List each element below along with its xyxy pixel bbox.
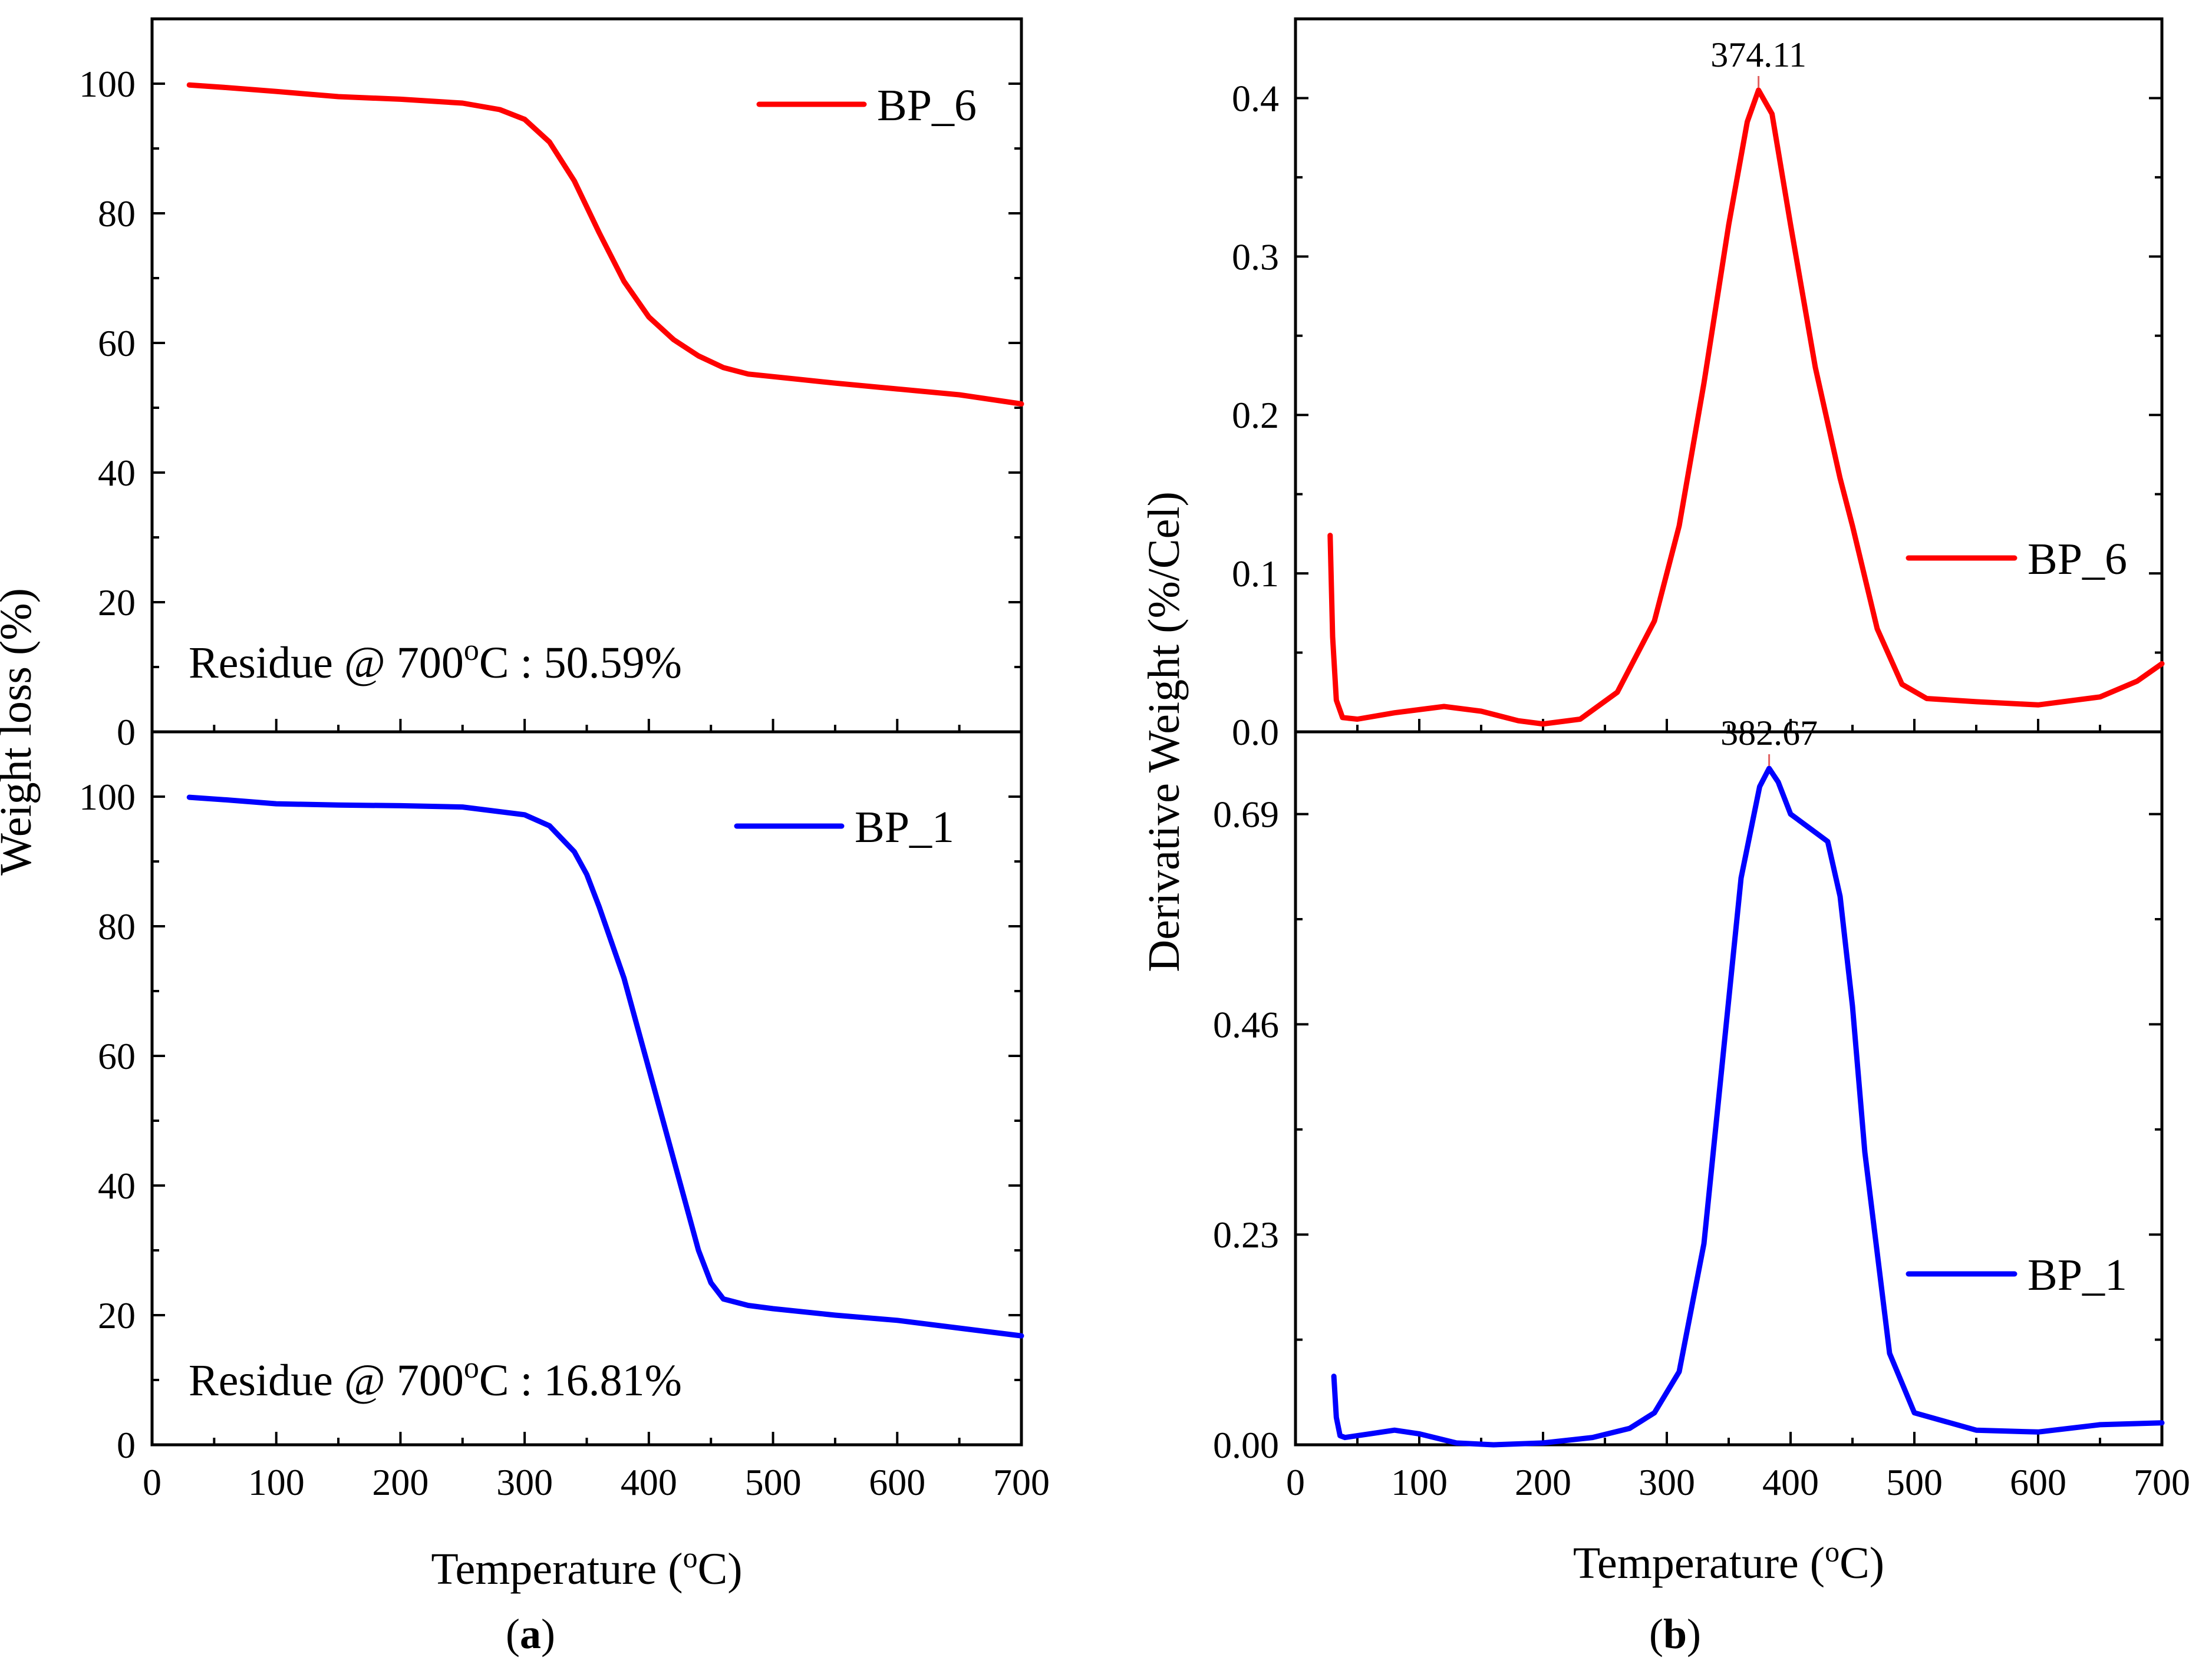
tga-xtick-label: 300 — [496, 1461, 553, 1503]
panel-paren-close: ) — [541, 1610, 555, 1658]
xlabel-end: C) — [698, 1544, 743, 1594]
ytick-label: 0.00 — [1213, 1424, 1279, 1466]
xlabel-sup: o — [1825, 1535, 1840, 1568]
xlabel-end: C) — [1840, 1538, 1884, 1588]
tga-subplot-top: 0 20 40 60 80 100 BP_6 Residue @ 700oC : 50.59% — [79, 63, 1024, 753]
tga-xtick-label: 100 — [248, 1461, 305, 1503]
dtg-xtick-label: 600 — [2010, 1461, 2066, 1503]
dtg-xtick-label: 400 — [1762, 1461, 1819, 1503]
dtg-xtick-label: 100 — [1391, 1461, 1448, 1503]
xlabel-sup: o — [683, 1541, 698, 1574]
panel-paren-open: ( — [1649, 1610, 1663, 1658]
ytick-label: 0.4 — [1232, 77, 1279, 119]
residue-annotation: Residue @ 700oC : 16.81% — [189, 1351, 682, 1405]
dtg-xtick-label: 700 — [2134, 1461, 2190, 1503]
ytick-label: 40 — [98, 452, 136, 494]
ytick-label: 0.3 — [1232, 236, 1279, 278]
tga-ylabel: Weight loss (%) — [0, 588, 41, 876]
tga-subplot-bottom: 0 20 40 60 80 100 BP_1 Residue @ 700oC : 16.81% — [79, 776, 1024, 1466]
ytick-label: 60 — [98, 322, 136, 364]
ytick-label: 80 — [98, 906, 136, 947]
legend-label: BP_1 — [855, 803, 954, 852]
ytick-label: 20 — [98, 582, 136, 623]
residue-end: C : 50.59% — [479, 638, 682, 688]
ytick-label: 100 — [79, 63, 136, 105]
residue-annotation: Residue @ 700oC : 50.59% — [189, 633, 682, 688]
ytick-label: 0.46 — [1213, 1003, 1279, 1045]
tga-xtick-label: 700 — [993, 1461, 1050, 1503]
residue-main: Residue @ 700 — [189, 1356, 464, 1405]
ytick-label: 40 — [98, 1165, 136, 1207]
xlabel-main: Temperature ( — [431, 1544, 683, 1594]
panel-letter: a — [520, 1610, 541, 1658]
peak-label: 374.11 — [1710, 35, 1806, 74]
ytick-label: 0.0 — [1232, 711, 1279, 753]
dtg-panel-label: (b) — [1649, 1610, 1701, 1658]
tga-panel-label: (a) — [506, 1610, 555, 1658]
series-bp_1 — [186, 794, 1024, 1339]
dtg-ylabel: Derivative Weight (%/Cel) — [1139, 491, 1189, 972]
series-bp_1 — [1331, 765, 2165, 1448]
dtg-chart: 0 100 200 300 400 500 600 700 Temperature (oC) De… — [1139, 17, 2190, 1658]
tga-xtick-label: 600 — [869, 1461, 925, 1503]
ytick-label: 100 — [79, 776, 136, 818]
panel-paren-close: ) — [1687, 1610, 1701, 1658]
ytick-label: 0 — [117, 1424, 136, 1466]
dtg-xtick-label: 200 — [1515, 1461, 1571, 1503]
dtg-xtick-label: 500 — [1886, 1461, 1943, 1503]
ytick-label: 0 — [117, 711, 136, 753]
dtg-subplot-bottom: 0.00 0.23 0.46 0.69 BP_1 382.67 — [1213, 714, 2165, 1466]
panel-paren-open: ( — [506, 1610, 520, 1658]
ytick-label: 80 — [98, 193, 136, 235]
legend-label: BP_6 — [877, 81, 977, 130]
ytick-label: 0.2 — [1232, 394, 1279, 436]
tga-xtick-label: 400 — [621, 1461, 677, 1503]
xlabel-main: Temperature ( — [1573, 1538, 1825, 1588]
dtg-xtick-label: 300 — [1639, 1461, 1695, 1503]
legend-label: BP_1 — [2028, 1250, 2127, 1300]
residue-end: C : 16.81% — [479, 1356, 682, 1405]
ytick-label: 0.69 — [1213, 794, 1279, 836]
series-bp_6 — [1327, 87, 2165, 727]
ytick-label: 0.1 — [1232, 553, 1279, 595]
tga-xtick-label: 0 — [143, 1461, 161, 1503]
tga-xtick-label: 200 — [372, 1461, 428, 1503]
residue-sup: o — [464, 633, 479, 667]
panel-letter: b — [1663, 1610, 1687, 1658]
ytick-label: 20 — [98, 1295, 136, 1336]
ytick-label: 60 — [98, 1035, 136, 1077]
series-bp_6 — [186, 82, 1024, 407]
dtg-xlabel: Temperature (oC) — [1573, 1535, 1884, 1588]
peak-label: 382.67 — [1720, 714, 1818, 752]
residue-main: Residue @ 700 — [189, 638, 464, 688]
dtg-subplot-top: 0.0 0.1 0.2 0.3 0.4 BP_6 374.11 — [1232, 35, 2165, 753]
residue-sup: o — [464, 1351, 479, 1385]
tga-xtick-label: 500 — [745, 1461, 802, 1503]
dtg-xtick-label: 0 — [1286, 1461, 1305, 1503]
legend-label: BP_6 — [2028, 534, 2127, 584]
ytick-label: 0.23 — [1213, 1214, 1279, 1256]
tga-xlabel: Temperature (oC) — [431, 1541, 742, 1594]
